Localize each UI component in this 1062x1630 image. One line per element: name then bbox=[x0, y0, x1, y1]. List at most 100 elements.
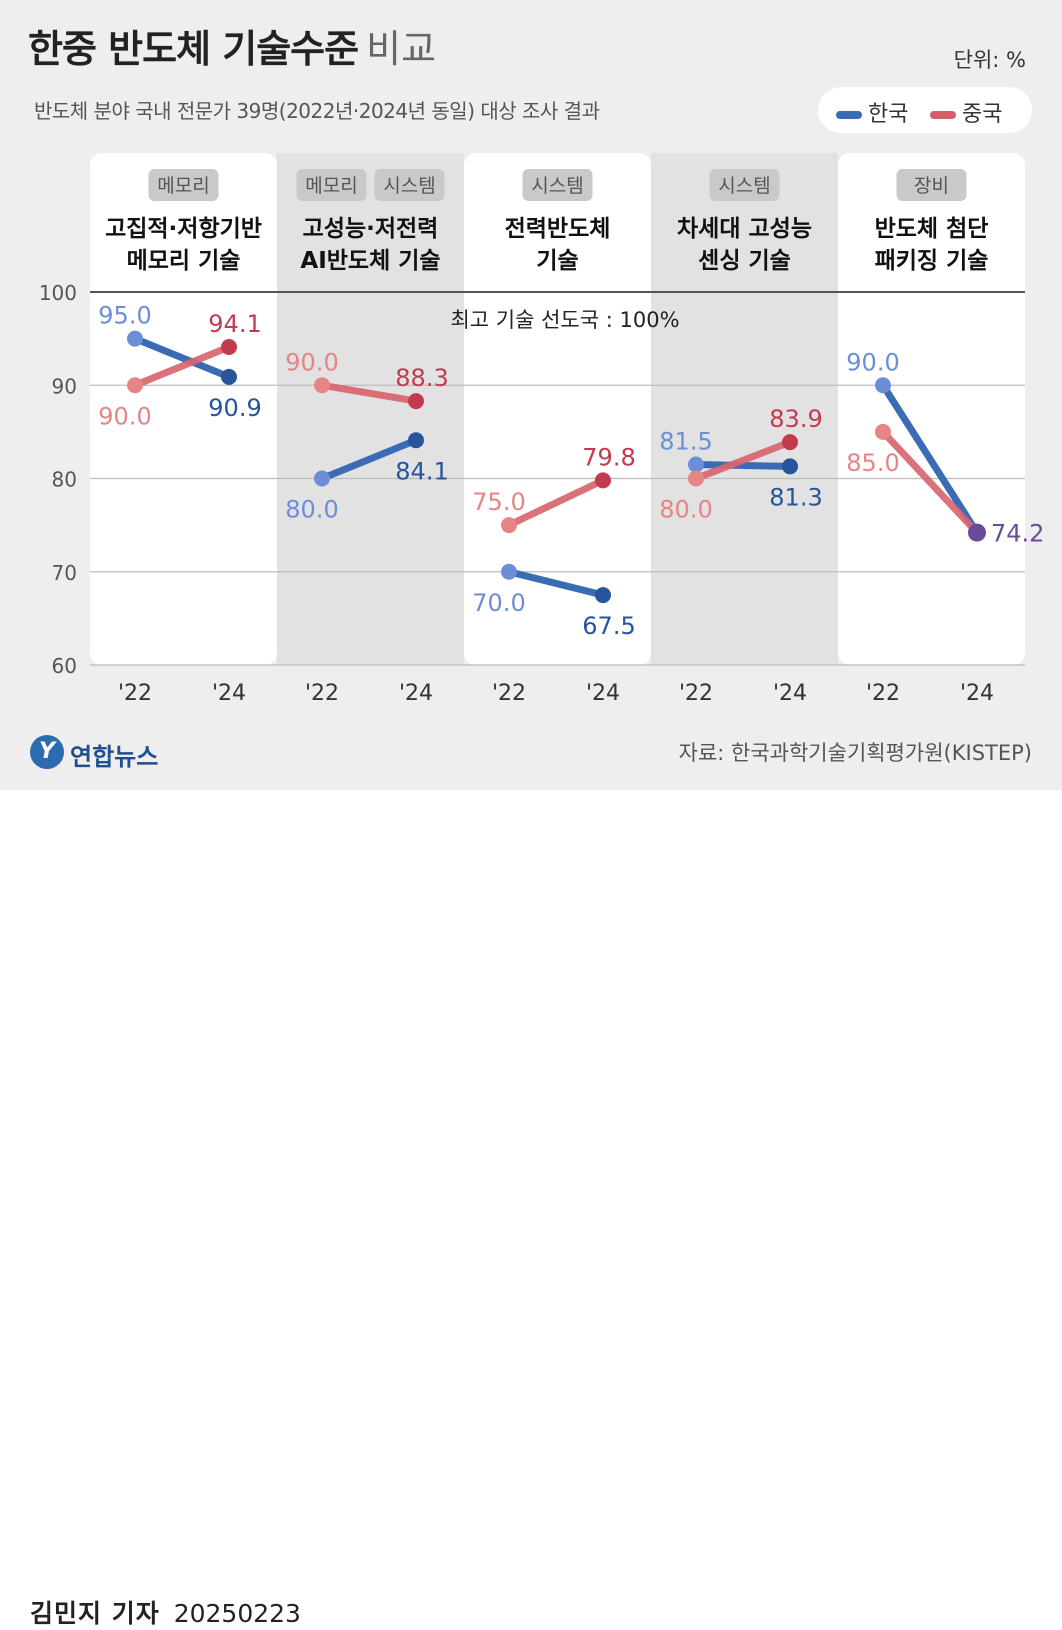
x-tick-label-3-1: '22 bbox=[492, 681, 526, 706]
merged-point-24-5 bbox=[968, 523, 986, 542]
y-tick-label-60: 60 bbox=[52, 654, 77, 678]
korea-line-1 bbox=[131, 335, 233, 381]
category-tag-1-1: 메모리 bbox=[157, 175, 209, 197]
merged-label-24-5: 74.2 bbox=[991, 520, 1044, 548]
title-thin: 비교 bbox=[366, 27, 437, 71]
panel-title-2-line-1: 고성능·저전력 bbox=[303, 216, 439, 242]
korea-label-24-1: 90.9 bbox=[208, 394, 261, 422]
title-main: 한중 반도체 기술수준 bbox=[28, 27, 359, 71]
panel-title-3-line-1: 전력반도체 bbox=[505, 216, 611, 242]
x-tick-label-1-1: '22 bbox=[118, 681, 152, 706]
china-label-24-4: 83.9 bbox=[769, 405, 822, 433]
korea-label-22-5: 90.0 bbox=[846, 348, 899, 376]
china-label-22-3: 75.0 bbox=[472, 488, 525, 516]
unit-label: 단위: % bbox=[953, 48, 1026, 72]
category-tag-bg-1-1 bbox=[148, 169, 219, 201]
x-tick-label-1-2: '24 bbox=[212, 681, 246, 706]
china-point-24-3 bbox=[595, 472, 611, 489]
x-tick-label-2-2: '24 bbox=[399, 681, 433, 706]
korea-label-24-3: 67.5 bbox=[582, 612, 635, 640]
china-label-24-1: 94.1 bbox=[208, 310, 261, 338]
panel-title-2-line-2: AI반도체 기술 bbox=[300, 248, 440, 274]
panel-title-4-line-1: 차세대 고성능 bbox=[677, 216, 812, 242]
footer: 김민지 기자 20250223 bbox=[0, 790, 1062, 1628]
y-tick-label-80: 80 bbox=[52, 468, 77, 492]
category-tag-2-1: 메모리 bbox=[305, 175, 357, 197]
china-point-22-2 bbox=[314, 377, 330, 394]
category-tag-bg-3-1 bbox=[522, 169, 593, 201]
logo-text: 연합뉴스 bbox=[70, 743, 159, 771]
legend-swatch-korea bbox=[836, 111, 862, 119]
x-tick-label-4-1: '22 bbox=[679, 681, 713, 706]
page-title: 한중 반도체 기술수준 비교 bbox=[28, 18, 436, 73]
korea-line-3 bbox=[505, 568, 607, 599]
korea-point-24-4 bbox=[782, 458, 798, 475]
korea-label-24-2: 84.1 bbox=[395, 457, 448, 485]
china-line-4 bbox=[692, 438, 794, 482]
category-tag-bg-4-1 bbox=[709, 169, 780, 201]
category-tag-4-1: 시스템 bbox=[718, 175, 770, 197]
category-tag-bg-5-1 bbox=[896, 169, 967, 201]
china-point-22-4 bbox=[688, 470, 704, 487]
x-tick-label-5-1: '22 bbox=[866, 681, 900, 706]
korea-point-24-1 bbox=[221, 368, 237, 385]
china-label-24-3: 79.8 bbox=[582, 443, 635, 471]
reporter-name: 김민지 기자 bbox=[30, 1599, 160, 1628]
y-tick-label-100: 100 bbox=[39, 281, 77, 305]
china-line-3 bbox=[505, 476, 607, 529]
category-tag-3-1: 시스템 bbox=[531, 175, 583, 197]
panel-title-3-line-2: 기술 bbox=[536, 248, 578, 274]
panel-title-4-line-2: 센싱 기술 bbox=[698, 248, 791, 274]
korea-label-22-1: 95.0 bbox=[98, 302, 151, 330]
korea-line-4 bbox=[692, 461, 794, 470]
x-tick-label-4-2: '24 bbox=[773, 681, 807, 706]
x-tick-label-3-2: '24 bbox=[586, 681, 620, 706]
panel-title-1-line-1: 고집적·저항기반 bbox=[105, 216, 262, 242]
china-point-22-3 bbox=[501, 517, 517, 534]
byline: 김민지 기자 20250223 bbox=[30, 1594, 301, 1630]
source-note: 자료: 한국과학기술기획평가원(KISTEP) bbox=[678, 741, 1032, 765]
china-point-22-5 bbox=[875, 423, 891, 440]
legend-label-korea: 한국 bbox=[868, 102, 909, 127]
publish-date: 20250223 bbox=[173, 1599, 301, 1628]
panel-title-1-line-2: 메모리 기술 bbox=[127, 248, 241, 274]
korea-point-24-2 bbox=[408, 432, 424, 449]
korea-point-22-4 bbox=[688, 456, 704, 473]
y-tick-label-90: 90 bbox=[52, 374, 77, 398]
china-line-2 bbox=[318, 381, 420, 405]
reference-annotation: 최고 기술 선도국 : 100% bbox=[450, 308, 679, 332]
korea-label-22-3: 70.0 bbox=[472, 589, 525, 617]
korea-label-24-4: 81.3 bbox=[769, 483, 822, 511]
china-line-1 bbox=[131, 343, 233, 389]
korea-point-22-3 bbox=[501, 563, 517, 580]
category-tag-5-1: 장비 bbox=[914, 175, 949, 197]
panel-background-1 bbox=[90, 153, 277, 665]
china-point-22-1 bbox=[127, 377, 143, 394]
infographic-card: 한중 반도체 기술수준 비교 단위: % 반도체 분야 국내 전문가 39명(20… bbox=[0, 0, 1062, 790]
korea-line-2 bbox=[318, 436, 420, 482]
china-point-24-4 bbox=[782, 434, 798, 451]
legend-swatch-china bbox=[930, 111, 956, 119]
china-point-24-1 bbox=[221, 339, 237, 356]
china-label-24-2: 88.3 bbox=[395, 364, 448, 392]
panel-title-5-line-1: 반도체 첨단 bbox=[875, 216, 989, 242]
korea-point-22-1 bbox=[127, 330, 143, 347]
korea-label-22-2: 80.0 bbox=[285, 496, 338, 524]
panel-background-3 bbox=[464, 153, 651, 665]
subtitle: 반도체 분야 국내 전문가 39명(2022년·2024년 동일) 대상 조사 … bbox=[34, 99, 600, 123]
panel-background-2 bbox=[277, 153, 464, 665]
china-label-22-5: 85.0 bbox=[846, 449, 899, 477]
y-tick-label-70: 70 bbox=[52, 561, 77, 585]
panel-background-4 bbox=[651, 153, 838, 665]
korea-line-5 bbox=[879, 381, 981, 537]
korea-point-24-3 bbox=[595, 587, 611, 604]
china-label-22-4: 80.0 bbox=[659, 496, 712, 524]
legend-item-korea: 한국 bbox=[836, 96, 908, 128]
category-tag-2-2: 시스템 bbox=[383, 175, 435, 197]
korea-label-22-4: 81.5 bbox=[659, 428, 712, 456]
china-label-22-1: 90.0 bbox=[98, 402, 151, 430]
china-point-24-2 bbox=[408, 393, 424, 410]
legend-label-china: 중국 bbox=[962, 102, 1003, 127]
x-tick-label-2-1: '22 bbox=[305, 681, 339, 706]
